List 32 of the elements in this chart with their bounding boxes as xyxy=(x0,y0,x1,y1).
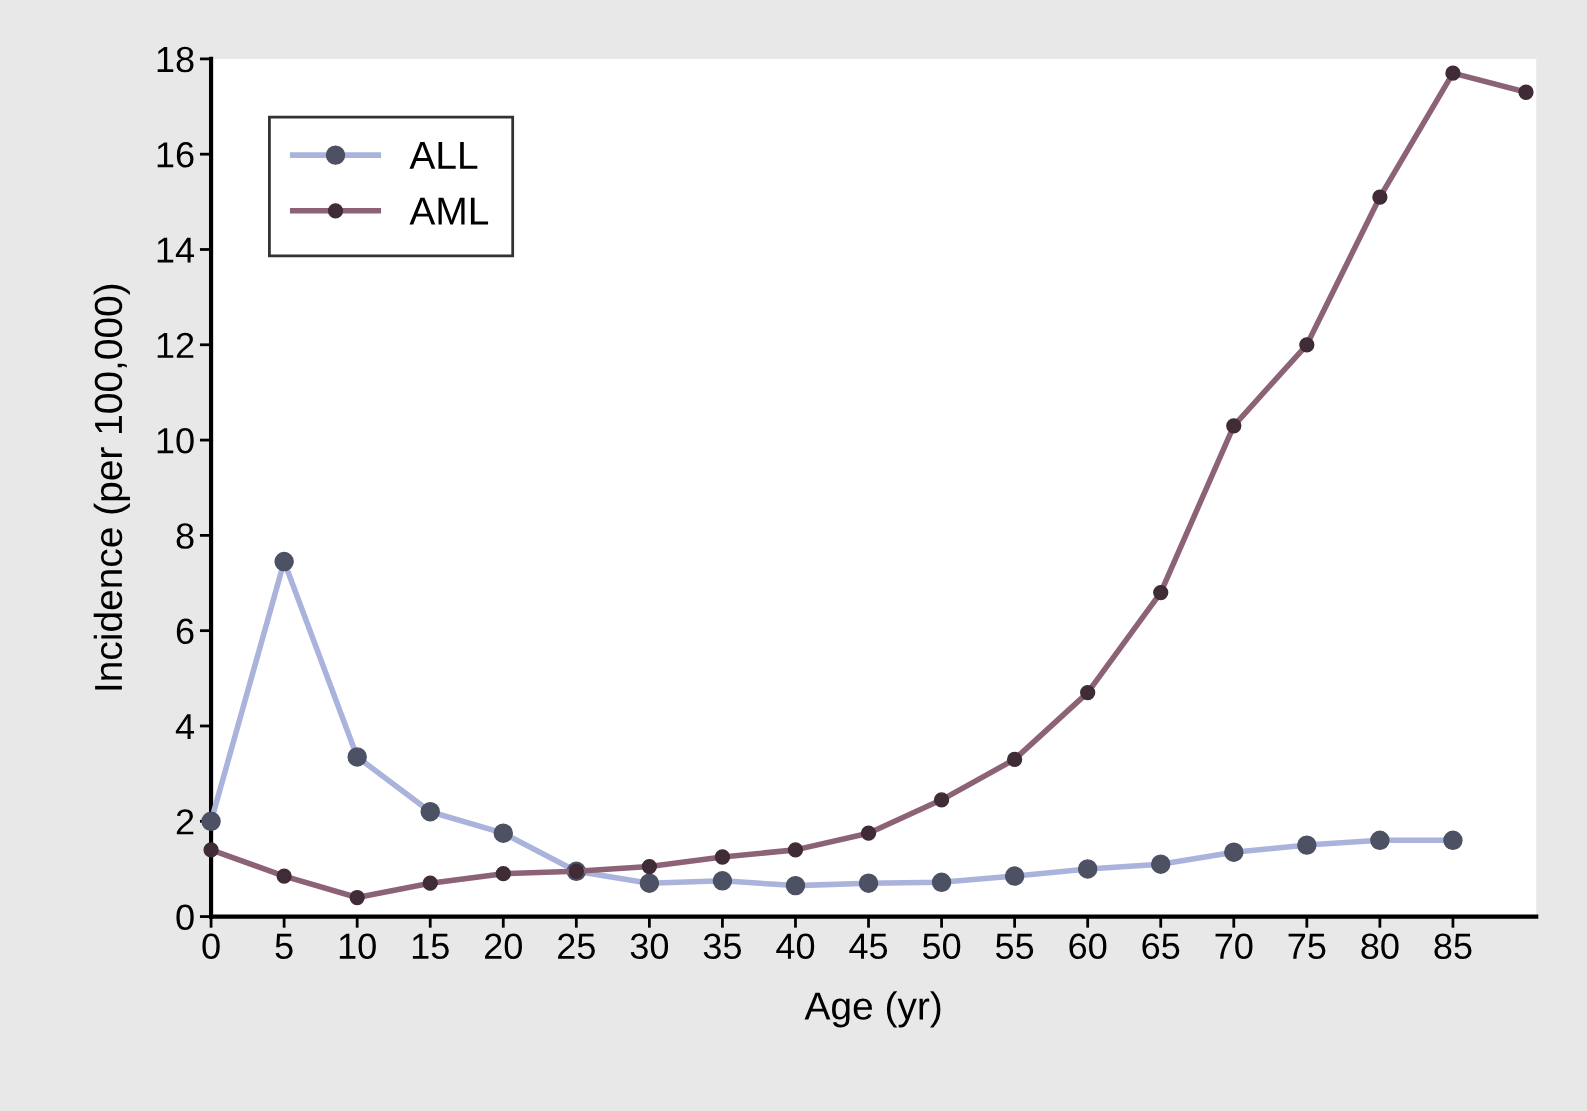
x-tick-label: 65 xyxy=(1142,933,1180,960)
x-axis-title: Age (yr) xyxy=(804,991,941,1028)
x-tick-label: 10 xyxy=(339,933,376,960)
y-tick-label: 10 xyxy=(157,427,194,454)
x-tick-label: 45 xyxy=(849,933,888,960)
y-tick-label: 14 xyxy=(157,237,195,263)
x-tick-label: 55 xyxy=(996,933,1034,960)
x-tick-label: 60 xyxy=(1069,933,1107,960)
x-tick-label: 50 xyxy=(922,933,961,960)
x-tick-label: 75 xyxy=(1288,933,1326,960)
y-tick-label: 6 xyxy=(176,618,194,645)
x-tick-label: 35 xyxy=(703,933,741,960)
x-tick-label: 5 xyxy=(275,933,293,960)
y-tick-label: 0 xyxy=(176,904,194,931)
y-tick-label: 4 xyxy=(175,714,195,740)
x-tick-label: 20 xyxy=(485,933,522,960)
legend-label: ALL xyxy=(409,141,478,169)
y-tick-label: 12 xyxy=(157,332,194,358)
x-tick-label: 30 xyxy=(630,933,669,960)
y-tick-label: 16 xyxy=(157,142,194,168)
legend-label: AML xyxy=(409,197,489,225)
x-tick-label: 85 xyxy=(1434,933,1472,960)
y-tick-label: 2 xyxy=(176,809,194,835)
x-tick-label: 15 xyxy=(412,933,449,960)
x-tick-label: 0 xyxy=(202,933,220,960)
x-tick-label: 70 xyxy=(1215,933,1253,960)
y-tick-label: 18 xyxy=(157,46,194,73)
y-tick-label: 8 xyxy=(176,523,194,549)
x-tick-label: 40 xyxy=(776,933,815,960)
x-tick-label: 80 xyxy=(1361,933,1399,960)
y-axis-title: Incidence (per 100,000) xyxy=(93,284,130,690)
x-tick-label: 25 xyxy=(558,933,595,960)
